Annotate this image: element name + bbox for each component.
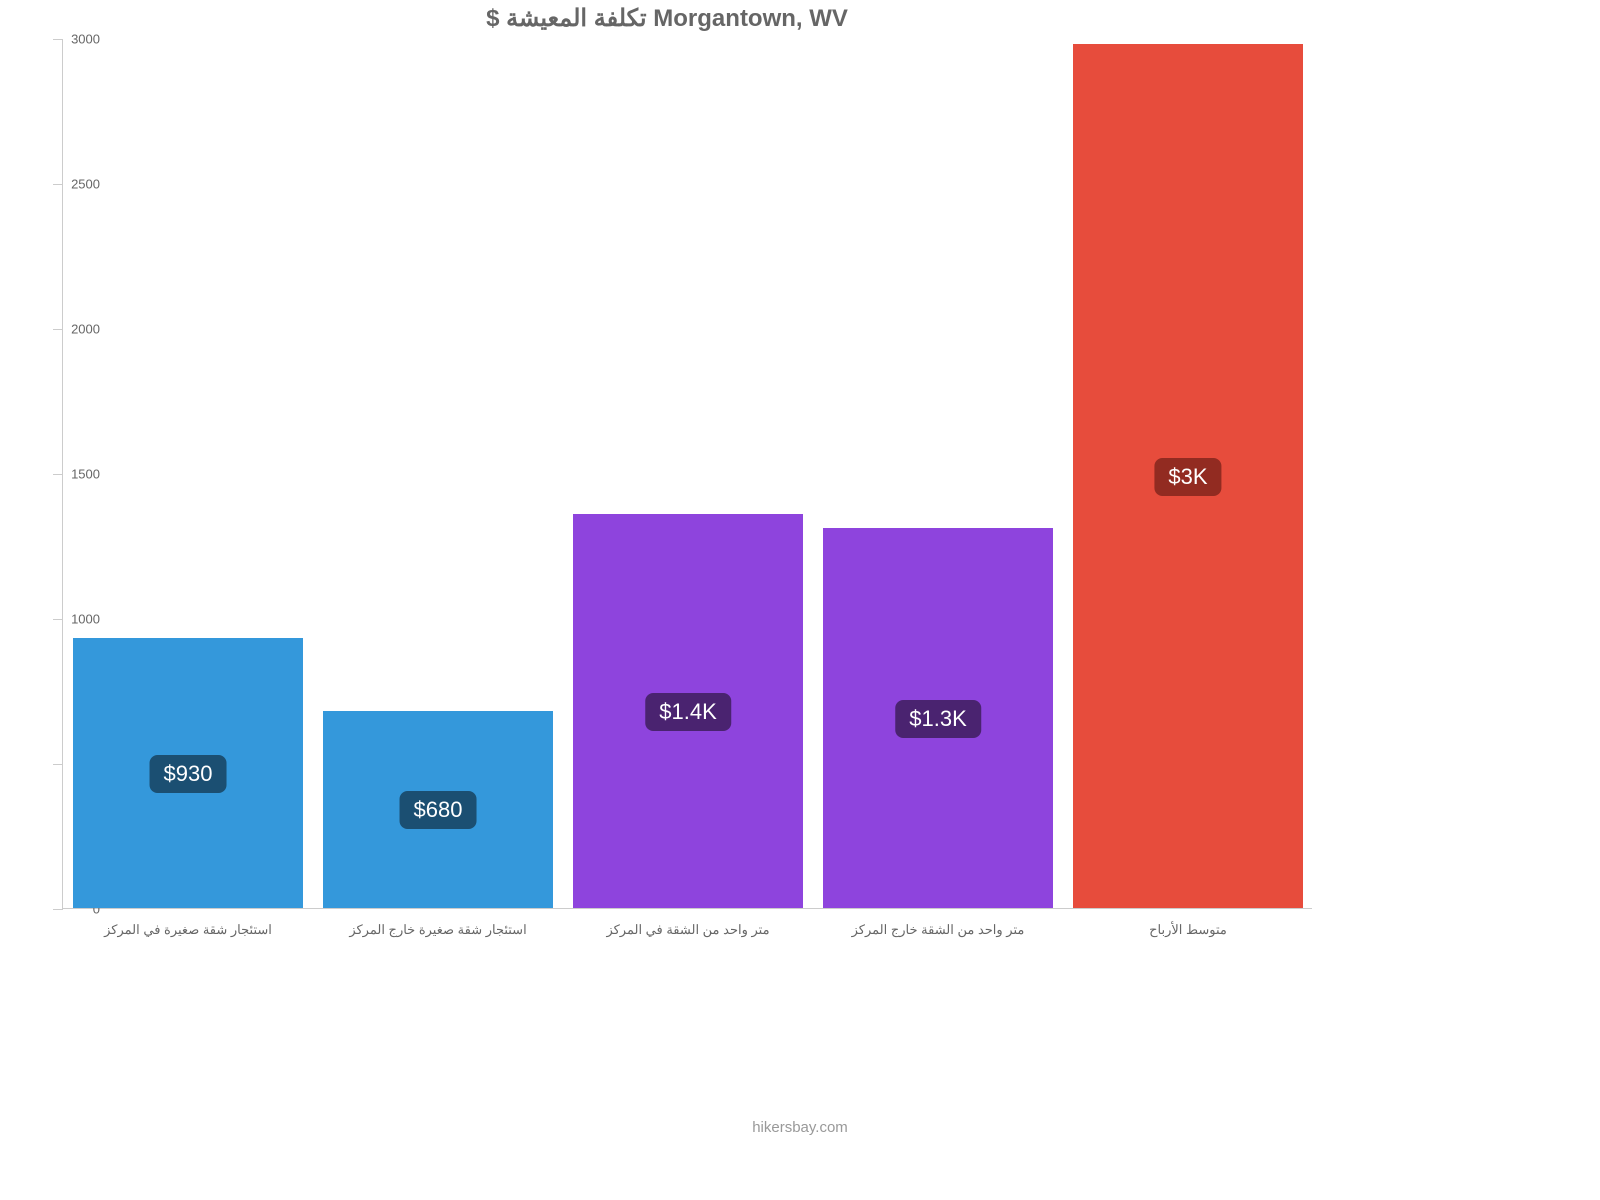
x-axis-label: متوسط الأرباح (1149, 922, 1227, 938)
x-axis-label: متر واحد من الشقة في المركز (606, 922, 769, 938)
cost-of-living-chart: $ تكلفة المعيشة Morgantown, WV 050010001… (12, 4, 1322, 1014)
y-axis-label: 3000 (50, 32, 100, 47)
value-badge: $1.4K (645, 693, 731, 731)
attribution-text: hikersbay.com (0, 1119, 1600, 1136)
plot-area: 050010001500200025003000$930استئجار شقة … (62, 39, 1312, 909)
bar: $3K (1073, 44, 1303, 908)
x-axis-label: استئجار شقة صغيرة خارج المركز (349, 922, 526, 938)
y-axis-label: 2500 (50, 177, 100, 192)
chart-title: $ تكلفة المعيشة Morgantown, WV (12, 4, 1322, 33)
x-axis-label: متر واحد من الشقة خارج المركز (852, 922, 1025, 938)
bar: $1.3K (823, 528, 1053, 908)
value-badge: $3K (1154, 458, 1221, 496)
value-badge: $680 (400, 791, 477, 829)
x-axis-label: استئجار شقة صغيرة في المركز (104, 922, 272, 938)
y-axis-label: 1500 (50, 467, 100, 482)
value-badge: $930 (150, 755, 227, 793)
y-axis-label: 2000 (50, 322, 100, 337)
bar: $680 (323, 711, 553, 908)
value-badge: $1.3K (895, 700, 981, 738)
bar: $930 (73, 638, 303, 908)
y-axis-label: 1000 (50, 612, 100, 627)
bar: $1.4K (573, 514, 803, 908)
